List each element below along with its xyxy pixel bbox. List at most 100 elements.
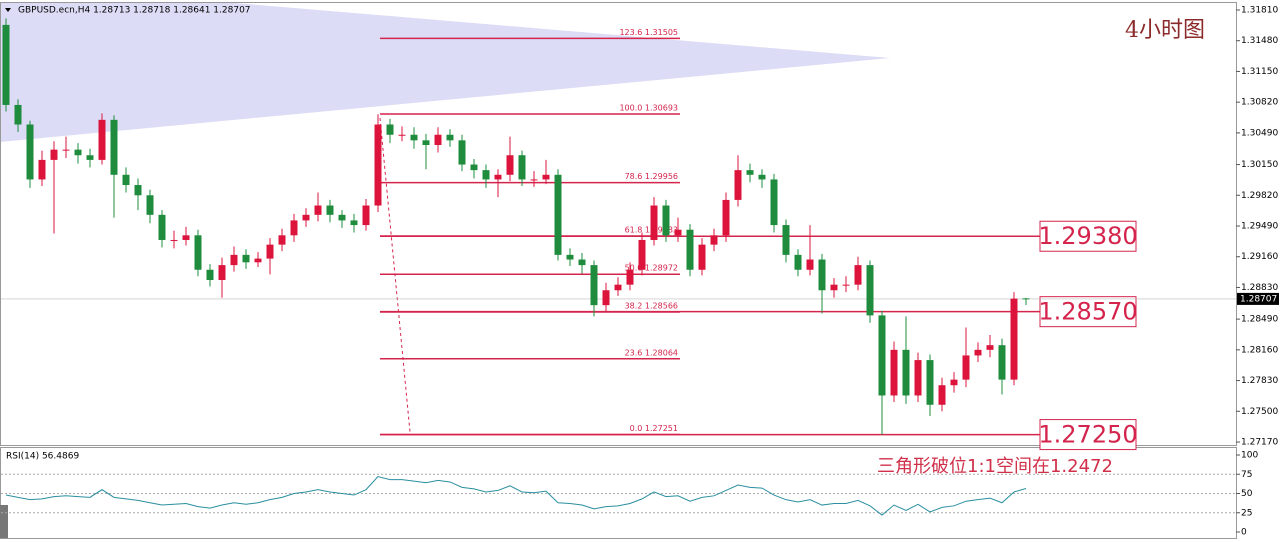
candle-body <box>26 124 34 180</box>
candle-body <box>650 205 658 240</box>
y-tick-label: 1.27500 <box>1241 407 1278 417</box>
candle-body <box>494 174 502 180</box>
candle-body <box>686 229 694 270</box>
fib-label: 38.2 1.28566 <box>625 302 678 311</box>
candle-body <box>170 239 178 241</box>
indicator-tick-label: 0 <box>1241 528 1247 538</box>
candle-body <box>314 205 322 215</box>
candle-body <box>122 174 130 186</box>
candle-body <box>602 290 610 306</box>
candle-body <box>542 174 550 180</box>
candle-body <box>458 140 466 165</box>
indicator-label: RSI(14) 56.4869 <box>6 452 79 462</box>
candle-body <box>110 119 118 175</box>
candle-body <box>326 205 334 215</box>
y-tick-label: 1.29820 <box>1241 191 1278 201</box>
fib-label: 100.0 1.30693 <box>619 103 678 112</box>
candle-body <box>902 349 910 396</box>
candle-body <box>950 379 958 386</box>
fib-anchor-line <box>379 117 411 433</box>
candle-body <box>242 254 250 263</box>
candle-body <box>914 360 922 396</box>
candle-body <box>674 229 682 236</box>
candle-body <box>278 235 286 245</box>
candle-body <box>50 149 58 160</box>
candle-body <box>266 244 274 259</box>
candle-body <box>206 269 214 281</box>
candle-body <box>14 104 22 125</box>
y-tick-label: 1.31150 <box>1241 67 1278 77</box>
candle-body <box>830 284 838 291</box>
last-price-box <box>1237 292 1279 305</box>
candle-body <box>890 349 898 396</box>
y-tick-label: 1.29160 <box>1241 252 1278 262</box>
y-tick-label: 1.29490 <box>1241 222 1278 232</box>
candle-body <box>290 220 298 236</box>
candle-body <box>2 24 10 105</box>
key-level-box <box>1039 220 1137 252</box>
candle-body <box>74 149 82 156</box>
y-tick-label: 1.30820 <box>1241 98 1278 108</box>
y-tick-label: 1.28490 <box>1241 315 1278 325</box>
candle-body <box>794 254 802 270</box>
candle-body <box>482 170 490 180</box>
candle-body <box>722 199 730 236</box>
candle-body <box>1010 298 1018 380</box>
candle-body <box>938 385 946 405</box>
candle-body <box>866 265 874 316</box>
candle-body <box>146 195 154 215</box>
candle-body <box>530 179 538 181</box>
candle-body <box>194 235 202 270</box>
candle-body <box>806 259 814 270</box>
candle-body <box>38 159 46 180</box>
candle-body <box>422 140 430 145</box>
candle-body <box>446 134 454 141</box>
candle-body <box>962 355 970 380</box>
fib-label: 0.0 1.27251 <box>630 424 678 433</box>
candle-body <box>974 349 982 356</box>
key-level-box <box>1039 419 1137 451</box>
fib-label: 23.6 1.28064 <box>625 348 678 357</box>
triangle-zone <box>0 3 890 142</box>
candle-body <box>746 170 754 175</box>
candle-body <box>626 269 634 285</box>
candle-body <box>842 284 850 286</box>
candle-body <box>350 220 358 226</box>
y-tick-label: 1.27170 <box>1241 438 1278 448</box>
candle-body <box>638 239 646 270</box>
chart-header: GBPUSD.ecn,H4 1.28713 1.28718 1.28641 1.… <box>18 6 251 16</box>
candle-body <box>158 214 166 240</box>
y-tick-label: 1.31810 <box>1241 5 1278 15</box>
fib-label: 78.6 1.29956 <box>625 172 678 181</box>
candle-body <box>770 179 778 226</box>
y-tick-label: 1.30150 <box>1241 160 1278 170</box>
candle-body <box>374 124 382 206</box>
candle-body <box>986 345 994 350</box>
candle-body <box>614 284 622 291</box>
candle-body <box>566 254 574 260</box>
candle-body <box>734 170 742 200</box>
indicator-tick-label: 100 <box>1241 451 1258 461</box>
indicator-tick-label: 50 <box>1241 489 1253 499</box>
candle-body <box>218 265 226 281</box>
candle-body <box>506 155 514 175</box>
fib-label: 50.0 1.28972 <box>625 264 678 273</box>
candle-body <box>302 214 310 221</box>
main-panel-frame <box>0 2 1237 446</box>
candle-body <box>698 244 706 270</box>
candle-body <box>230 254 238 266</box>
candle-body <box>134 185 142 196</box>
candle-body <box>338 214 346 221</box>
header-arrow <box>5 8 11 12</box>
key-level-label: 1.28570 <box>1038 298 1137 326</box>
candle-body <box>518 155 526 180</box>
indicator-tick-label: 75 <box>1241 470 1252 480</box>
y-tick-label: 1.31480 <box>1241 36 1278 46</box>
key-level-label: 1.29380 <box>1038 222 1137 250</box>
scroll-handle <box>0 505 8 538</box>
candle-body <box>818 259 826 291</box>
candle-body <box>662 205 670 236</box>
candle-body <box>590 265 598 306</box>
candle-body <box>926 360 934 405</box>
